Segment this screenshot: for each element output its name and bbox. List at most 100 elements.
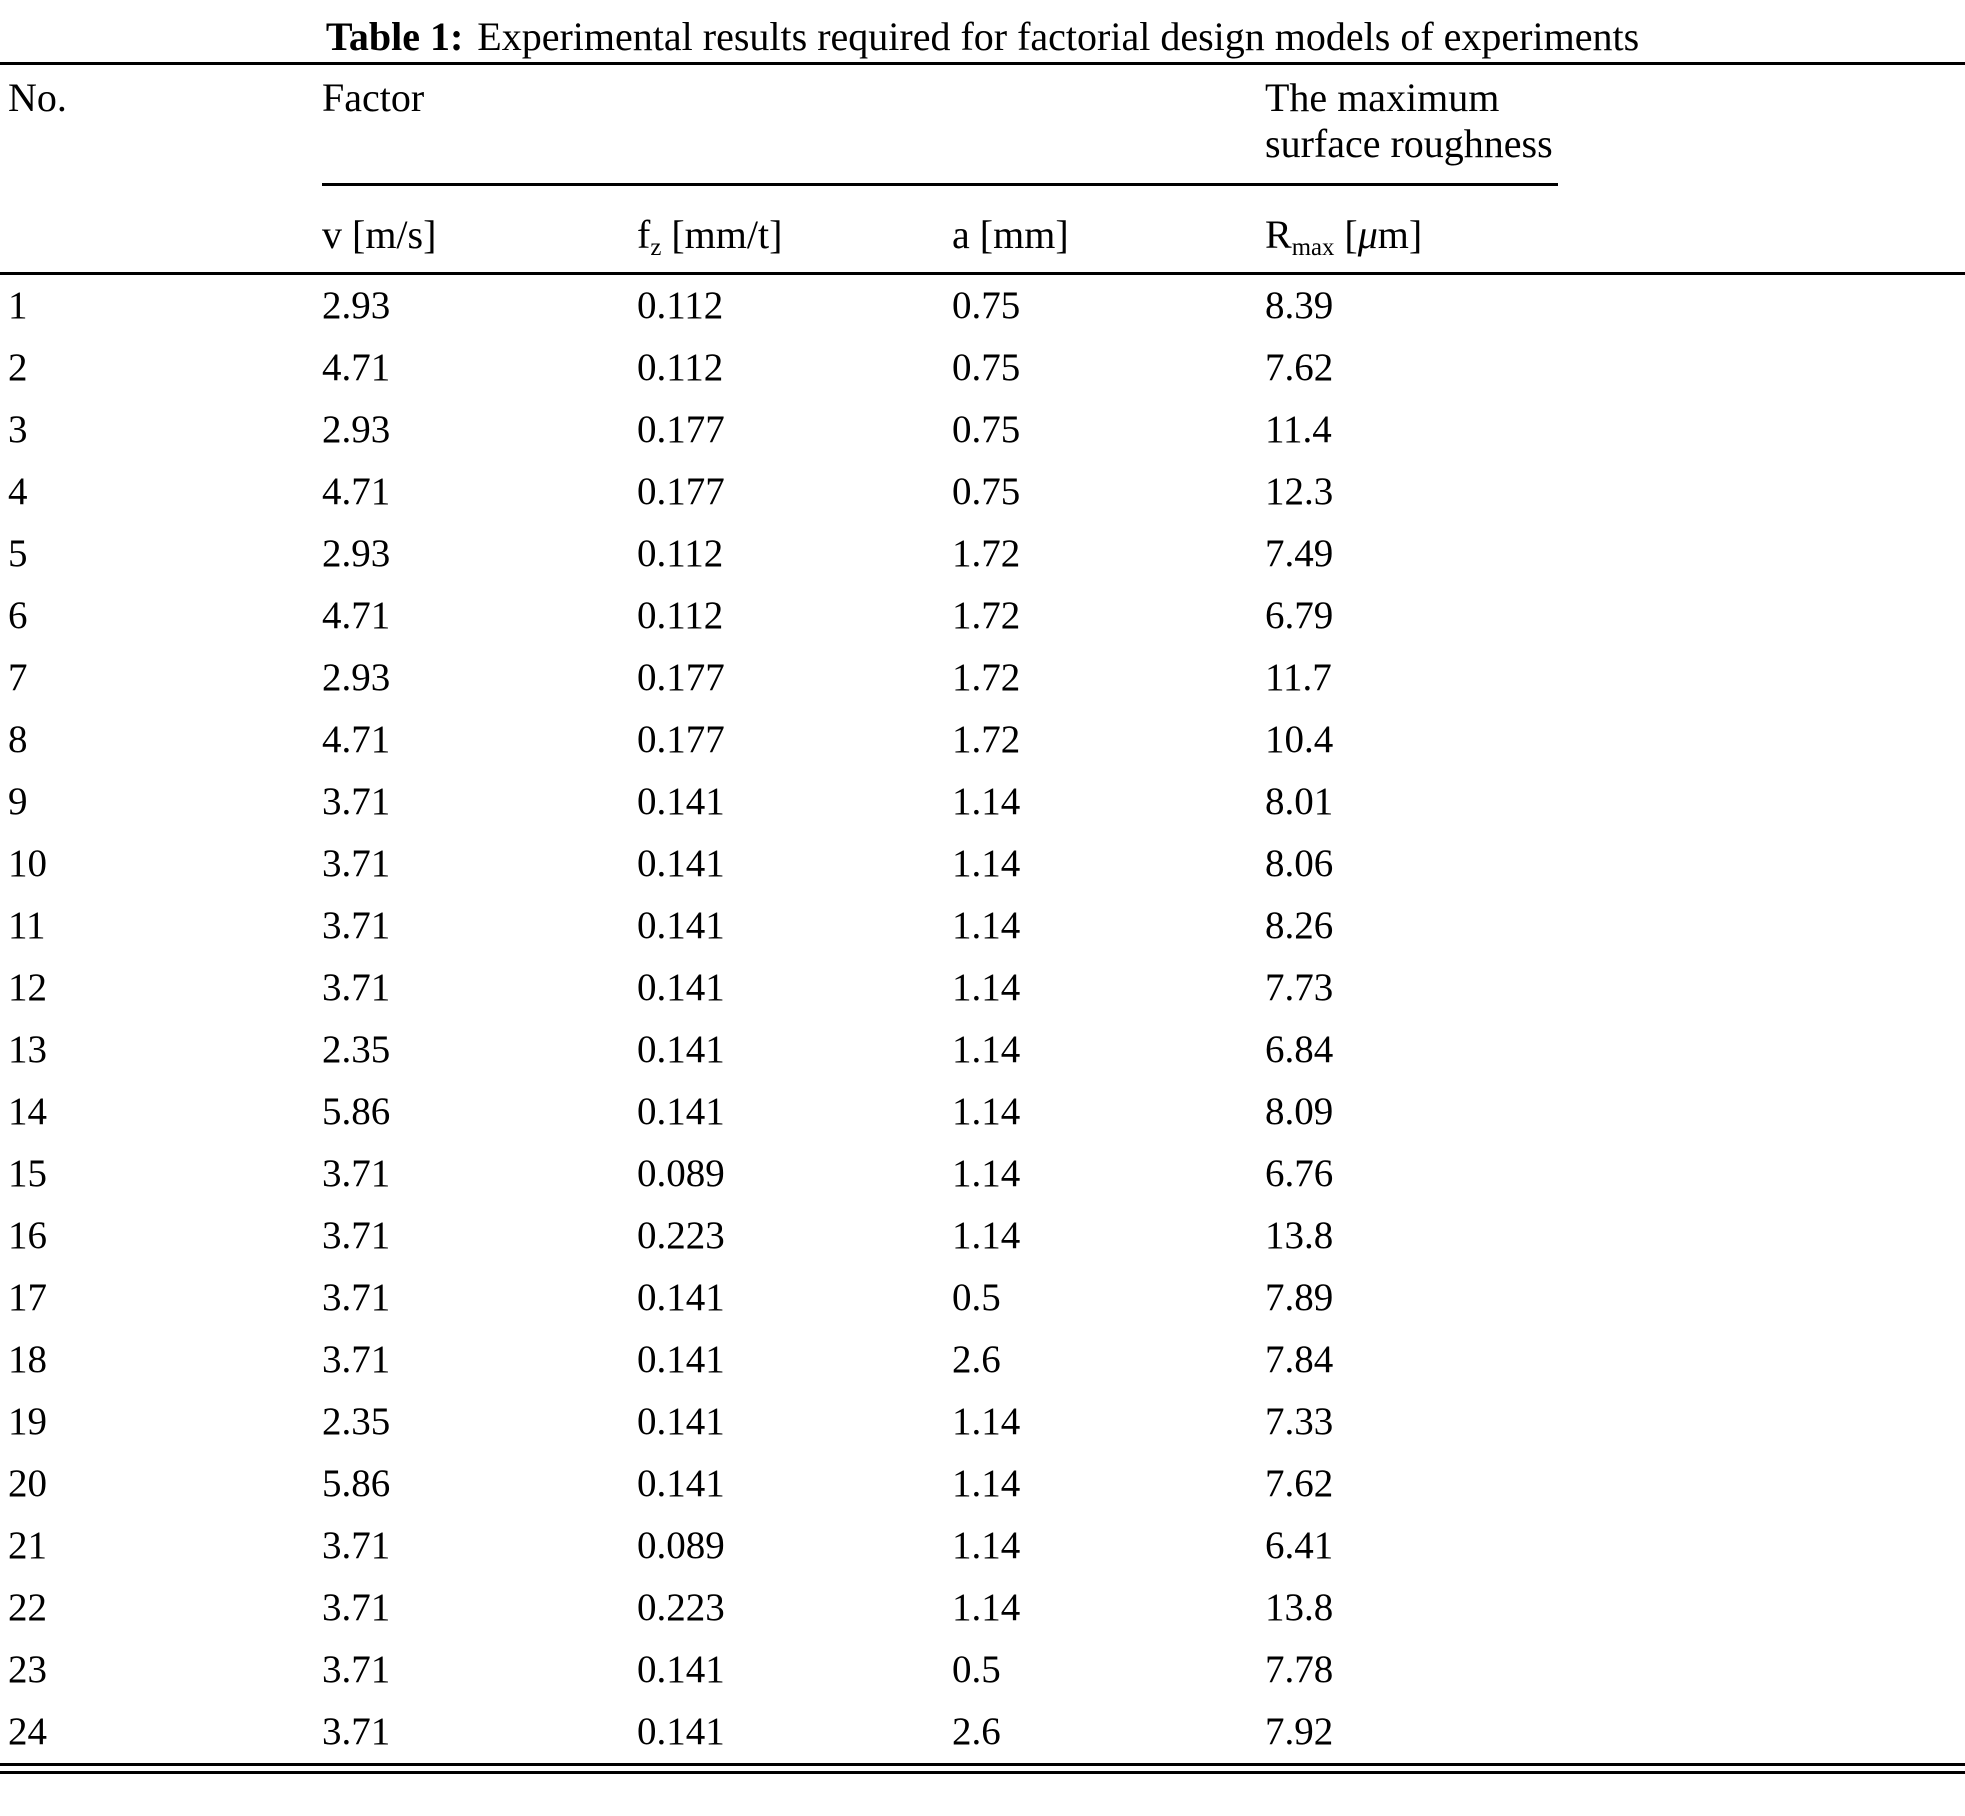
- cell-v: 3.71: [322, 1338, 391, 1381]
- cell-no: 24: [8, 1710, 47, 1753]
- table-row: 12 3.71 0.141 1.14 7.73: [0, 957, 1965, 1019]
- table-row: 7 2.93 0.177 1.72 11.7: [0, 647, 1965, 709]
- cell-v: 3.71: [322, 842, 391, 885]
- table-row: 18 3.71 0.141 2.6 7.84: [0, 1329, 1965, 1391]
- table-row: 23 3.71 0.141 0.5 7.78: [0, 1639, 1965, 1701]
- cell-no: 13: [8, 1028, 47, 1071]
- cell-fz: 0.141: [637, 1028, 725, 1071]
- cell-rmax: 8.39: [1265, 284, 1334, 327]
- cell-a: 0.5: [952, 1276, 1001, 1319]
- cell-rmax: 6.79: [1265, 594, 1334, 637]
- table-row: 22 3.71 0.223 1.14 13.8: [0, 1577, 1965, 1639]
- column-header-v-unit: [m/s]: [342, 212, 437, 257]
- cell-rmax: 7.62: [1265, 1462, 1334, 1505]
- cell-no: 15: [8, 1152, 47, 1195]
- cell-fz: 0.141: [637, 1710, 725, 1753]
- cell-v: 3.71: [322, 1586, 391, 1629]
- cell-a: 0.5: [952, 1648, 1001, 1691]
- cell-rmax: 7.62: [1265, 346, 1334, 389]
- cell-no: 12: [8, 966, 47, 1009]
- cell-a: 1.14: [952, 1152, 1021, 1195]
- cell-v: 3.71: [322, 904, 391, 947]
- cell-no: 22: [8, 1586, 47, 1629]
- cell-no: 17: [8, 1276, 47, 1319]
- cell-v: 2.93: [322, 532, 391, 575]
- cell-no: 10: [8, 842, 47, 885]
- cell-fz: 0.177: [637, 470, 725, 513]
- cell-a: 1.14: [952, 1214, 1021, 1257]
- column-header-a-unit: [mm]: [969, 212, 1069, 257]
- table-row: 15 3.71 0.089 1.14 6.76: [0, 1143, 1965, 1205]
- cell-a: 2.6: [952, 1710, 1001, 1753]
- cell-a: 1.72: [952, 656, 1021, 699]
- table-row: 17 3.71 0.141 0.5 7.89: [0, 1267, 1965, 1329]
- cell-fz: 0.177: [637, 656, 725, 699]
- table-header-rule: [0, 272, 1965, 275]
- column-header-rmax-symbol: R: [1265, 212, 1292, 257]
- table-caption-text: Experimental results required for factor…: [477, 14, 1640, 59]
- cell-no: 19: [8, 1400, 47, 1443]
- column-header-rmax-unit-post: m]: [1377, 212, 1423, 257]
- cell-a: 1.14: [952, 1586, 1021, 1629]
- cell-no: 4: [8, 470, 28, 513]
- table-row: 14 5.86 0.141 1.14 8.09: [0, 1081, 1965, 1143]
- cell-fz: 0.089: [637, 1524, 725, 1567]
- cell-no: 1: [8, 284, 28, 327]
- column-header-a: a [mm]: [952, 212, 1265, 258]
- cell-no: 20: [8, 1462, 47, 1505]
- column-header-v: v [m/s]: [322, 212, 637, 258]
- cell-rmax: 13.8: [1265, 1214, 1334, 1257]
- cell-fz: 0.141: [637, 842, 725, 885]
- column-header-fz: fz [mm/t]: [637, 212, 952, 261]
- cell-a: 1.14: [952, 966, 1021, 1009]
- cell-rmax: 8.26: [1265, 904, 1334, 947]
- cell-a: 1.72: [952, 718, 1021, 761]
- cell-a: 1.14: [952, 1524, 1021, 1567]
- cell-v: 5.86: [322, 1462, 391, 1505]
- table-row: 2 4.71 0.112 0.75 7.62: [0, 337, 1965, 399]
- cell-no: 3: [8, 408, 28, 451]
- table-body: 1 2.93 0.112 0.75 8.39 2 4.71 0.112 0.75 7.62 3 2.9…: [0, 275, 1965, 1763]
- cell-v: 4.71: [322, 470, 391, 513]
- cell-a: 0.75: [952, 408, 1021, 451]
- column-header-rmax: Rmax [μm]: [1265, 212, 1965, 260]
- cell-v: 5.86: [322, 1090, 391, 1133]
- cell-v: 2.93: [322, 408, 391, 451]
- cell-v: 2.35: [322, 1400, 391, 1443]
- column-header-fz-unit: [mm/t]: [661, 212, 783, 257]
- cell-rmax: 7.89: [1265, 1276, 1334, 1319]
- cell-no: 5: [8, 532, 28, 575]
- table-row: 10 3.71 0.141 1.14 8.06: [0, 833, 1965, 895]
- table-row: 1 2.93 0.112 0.75 8.39: [0, 275, 1965, 337]
- cell-fz: 0.141: [637, 1276, 725, 1319]
- cell-rmax: 6.84: [1265, 1028, 1334, 1071]
- column-header-fz-symbol: f: [637, 212, 651, 257]
- cell-no: 11: [8, 904, 46, 947]
- cell-a: 2.6: [952, 1338, 1001, 1381]
- column-header-fz-subscript: z: [650, 234, 662, 261]
- table-row: 6 4.71 0.112 1.72 6.79: [0, 585, 1965, 647]
- cell-rmax: 7.78: [1265, 1648, 1334, 1691]
- cell-fz: 0.141: [637, 1090, 725, 1133]
- cell-fz: 0.223: [637, 1214, 725, 1257]
- cell-a: 1.14: [952, 780, 1021, 823]
- column-header-no: No.: [8, 75, 67, 120]
- cell-a: 0.75: [952, 284, 1021, 327]
- cell-a: 0.75: [952, 346, 1021, 389]
- cell-no: 14: [8, 1090, 47, 1133]
- factor-group-rule: [322, 183, 1558, 186]
- cell-a: 1.14: [952, 842, 1021, 885]
- cell-a: 0.75: [952, 470, 1021, 513]
- cell-fz: 0.141: [637, 904, 725, 947]
- column-header-a-symbol: a: [952, 212, 970, 257]
- cell-rmax: 13.8: [1265, 1586, 1334, 1629]
- cell-fz: 0.141: [637, 1648, 725, 1691]
- cell-fz: 0.089: [637, 1152, 725, 1195]
- cell-fz: 0.141: [637, 1400, 725, 1443]
- cell-no: 8: [8, 718, 28, 761]
- cell-fz: 0.177: [637, 408, 725, 451]
- table-caption-label: Table 1:: [325, 14, 464, 59]
- table-row: 24 3.71 0.141 2.6 7.92: [0, 1701, 1965, 1763]
- cell-rmax: 6.41: [1265, 1524, 1334, 1567]
- table-row: 16 3.71 0.223 1.14 13.8: [0, 1205, 1965, 1267]
